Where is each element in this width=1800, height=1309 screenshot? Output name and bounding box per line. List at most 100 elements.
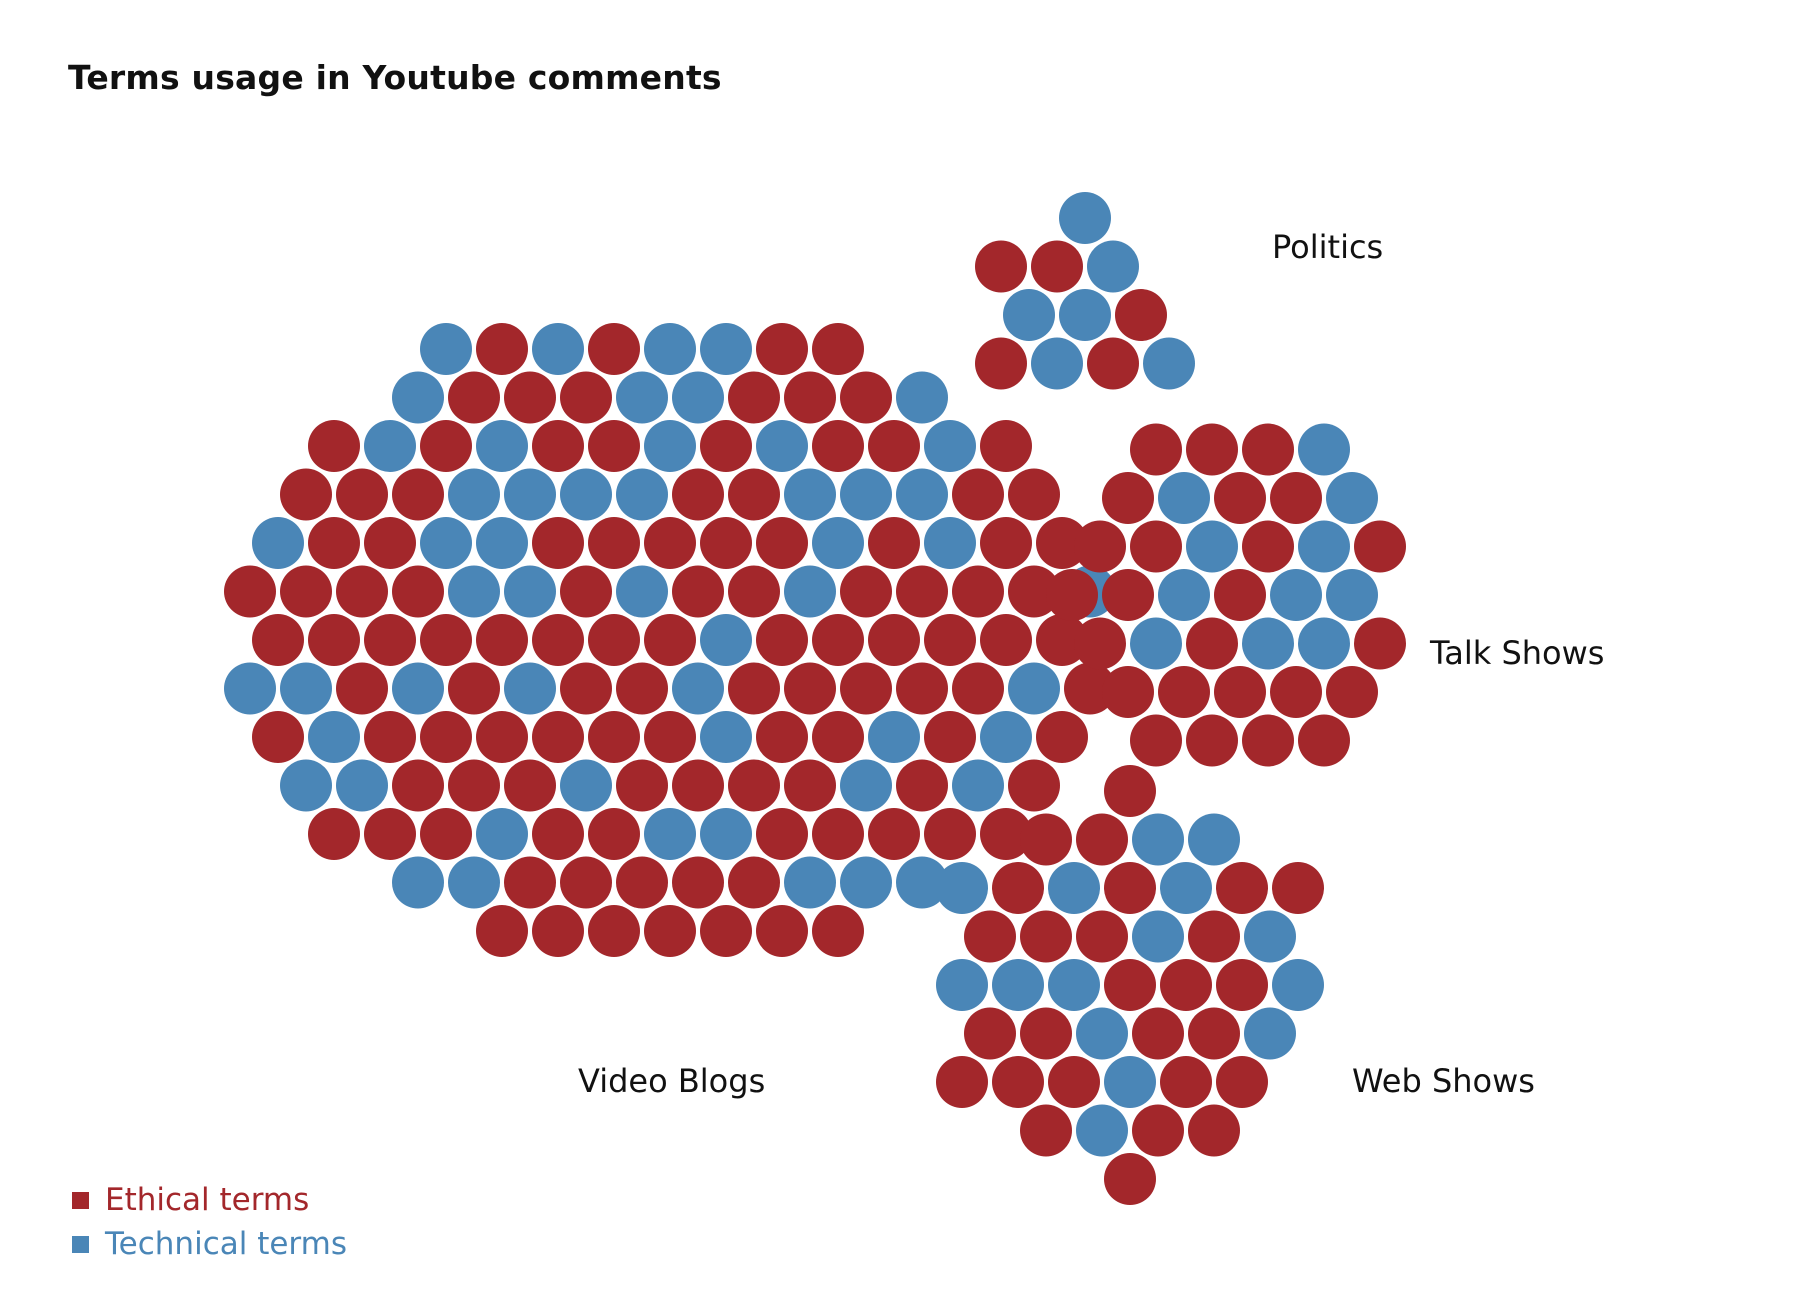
technical-term-bubble xyxy=(280,662,332,715)
ethical-term-bubble xyxy=(980,614,1032,666)
ethical-term-bubble xyxy=(336,662,388,715)
technical-term-bubble xyxy=(980,711,1032,763)
ethical-term-bubble xyxy=(1064,662,1116,715)
ethical-term-bubble xyxy=(1074,520,1126,573)
ethical-term-bubble xyxy=(392,565,444,618)
ethical-term-bubble xyxy=(728,565,780,618)
ethical-term-bubble xyxy=(532,517,584,569)
technical-term-bubble xyxy=(924,517,976,569)
ethical-term-bubble xyxy=(1036,711,1088,763)
technical-term-bubble xyxy=(1272,959,1324,1011)
technical-term-bubble xyxy=(896,371,948,424)
ethical-term-bubble xyxy=(1354,520,1406,573)
ethical-term-bubble xyxy=(1270,666,1322,718)
ethical-term-bubble xyxy=(784,759,836,812)
cluster-label-politics: Politics xyxy=(1272,228,1383,266)
ethical-term-bubble xyxy=(644,711,696,763)
ethical-term-bubble xyxy=(420,614,472,666)
ethical-term-bubble xyxy=(224,565,276,618)
ethical-term-bubble xyxy=(1008,468,1060,521)
ethical-term-bubble xyxy=(980,517,1032,569)
ethical-term-bubble xyxy=(588,808,640,860)
ethical-term-bubble xyxy=(1160,1056,1212,1108)
technical-term-bubble xyxy=(448,565,500,618)
ethical-term-bubble xyxy=(588,517,640,569)
ethical-term-bubble xyxy=(728,759,780,812)
ethical-term-bubble xyxy=(728,468,780,521)
ethical-term-bubble xyxy=(1008,565,1060,618)
technical-term-bubble xyxy=(252,517,304,569)
ethical-term-bubble xyxy=(924,808,976,860)
ethical-term-bubble xyxy=(532,808,584,860)
ethical-term-bubble xyxy=(560,662,612,715)
ethical-term-bubble xyxy=(252,614,304,666)
ethical-term-bubble xyxy=(728,856,780,909)
technical-term-bubble xyxy=(784,468,836,521)
ethical-term-bubble xyxy=(1298,714,1350,767)
ethical-term-bubble xyxy=(812,808,864,860)
ethical-term-bubble xyxy=(784,662,836,715)
ethical-term-bubble xyxy=(1020,813,1072,866)
technical-term-bubble xyxy=(392,856,444,909)
technical-term-bubble xyxy=(1048,959,1100,1011)
technical-term-bubble xyxy=(700,614,752,666)
technical-term-bubble xyxy=(1132,813,1184,866)
technical-term-bubble xyxy=(1048,862,1100,914)
ethical-term-bubble xyxy=(1104,1153,1156,1205)
legend-swatch-technical xyxy=(72,1235,89,1253)
ethical-term-bubble xyxy=(812,711,864,763)
ethical-term-bubble xyxy=(1074,617,1126,670)
ethical-term-bubble xyxy=(476,323,528,375)
ethical-term-bubble xyxy=(644,517,696,569)
ethical-term-bubble xyxy=(992,1056,1044,1108)
ethical-term-bubble xyxy=(756,711,808,763)
technical-term-bubble xyxy=(700,323,752,375)
ethical-term-bubble xyxy=(588,614,640,666)
ethical-term-bubble xyxy=(1158,666,1210,718)
ethical-term-bubble xyxy=(504,856,556,909)
ethical-term-bubble xyxy=(1115,289,1167,341)
legend: Ethical terms Technical terms xyxy=(72,1178,347,1266)
ethical-term-bubble xyxy=(1102,666,1154,718)
ethical-term-bubble xyxy=(392,759,444,812)
technical-term-bubble xyxy=(1132,910,1184,963)
ethical-term-bubble xyxy=(980,808,1032,860)
technical-term-bubble xyxy=(364,420,416,472)
ethical-term-bubble xyxy=(896,565,948,618)
ethical-term-bubble xyxy=(1188,1104,1240,1157)
ethical-term-bubble xyxy=(532,420,584,472)
ethical-term-bubble xyxy=(1046,569,1098,621)
ethical-term-bubble xyxy=(728,371,780,424)
ethical-term-bubble xyxy=(532,905,584,957)
ethical-term-bubble xyxy=(896,759,948,812)
ethical-term-bubble xyxy=(364,808,416,860)
ethical-term-bubble xyxy=(1020,1007,1072,1060)
ethical-term-bubble xyxy=(588,905,640,957)
legend-item-technical: Technical terms xyxy=(72,1222,347,1266)
technical-term-bubble xyxy=(1298,520,1350,573)
ethical-term-bubble xyxy=(1186,423,1238,476)
technical-term-bubble xyxy=(644,808,696,860)
technical-term-bubble xyxy=(896,856,948,909)
technical-term-bubble xyxy=(1104,1056,1156,1108)
ethical-term-bubble xyxy=(1188,1007,1240,1060)
ethical-term-bubble xyxy=(644,905,696,957)
ethical-term-bubble xyxy=(756,517,808,569)
technical-term-bubble xyxy=(700,711,752,763)
ethical-term-bubble xyxy=(728,662,780,715)
ethical-term-bubble xyxy=(308,517,360,569)
ethical-term-bubble xyxy=(1132,1104,1184,1157)
ethical-term-bubble xyxy=(308,808,360,860)
ethical-term-bubble xyxy=(504,759,556,812)
technical-term-bubble xyxy=(476,808,528,860)
ethical-term-bubble xyxy=(952,468,1004,521)
technical-term-bubble xyxy=(560,468,612,521)
technical-term-bubble xyxy=(224,662,276,715)
ethical-term-bubble xyxy=(588,323,640,375)
ethical-term-bubble xyxy=(308,614,360,666)
ethical-term-bubble xyxy=(476,711,528,763)
cluster-label-video-blogs: Video Blogs xyxy=(578,1062,765,1100)
ethical-term-bubble xyxy=(756,323,808,375)
ethical-term-bubble xyxy=(868,517,920,569)
chart-title: Terms usage in Youtube comments xyxy=(68,58,722,97)
